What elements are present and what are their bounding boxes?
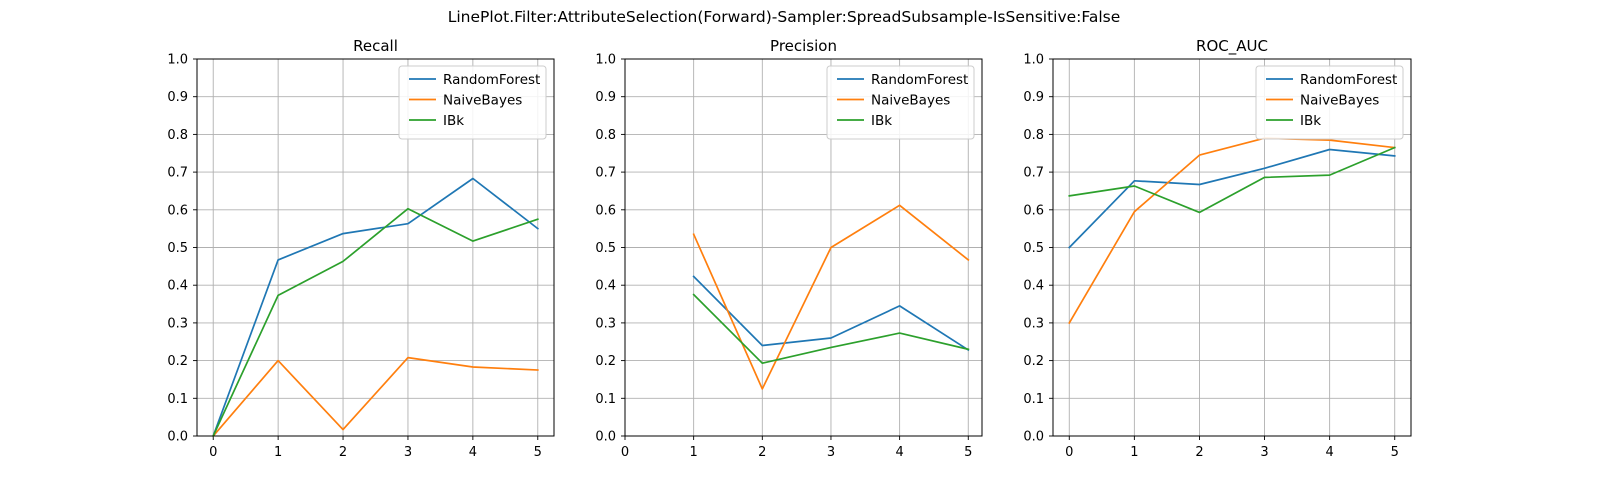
y-tick-label: 0.4 <box>167 279 188 294</box>
x-tick-label: 4 <box>895 445 903 460</box>
y-tick-label: 0.1 <box>167 392 188 407</box>
x-tick-label: 3 <box>404 445 412 460</box>
y-tick-label: 0.8 <box>595 128 616 143</box>
y-tick-label: 0.2 <box>167 354 188 369</box>
legend-label-randomforest: RandomForest <box>1300 72 1397 88</box>
y-tick-label: 0.4 <box>1023 279 1044 294</box>
y-tick-label: 0.7 <box>1023 166 1044 181</box>
y-tick-label: 1.0 <box>167 53 188 68</box>
figure-suptitle: LinePlot.Filter:AttributeSelection(Forwa… <box>448 8 1121 26</box>
chart-title: Recall <box>353 37 398 55</box>
y-tick-label: 0.8 <box>167 128 188 143</box>
x-tick-label: 2 <box>339 445 347 460</box>
legend: RandomForest NaiveBayes IBk <box>398 65 547 140</box>
legend-label-naivebayes: NaiveBayes <box>443 93 522 109</box>
legend-label-ibk: IBk <box>443 113 464 129</box>
x-tick-label: 2 <box>1195 445 1203 460</box>
y-tick-label: 1.0 <box>1023 53 1044 68</box>
series-line-naivebayes <box>212 356 539 438</box>
x-tick-label: 1 <box>274 445 282 460</box>
axes-frame <box>624 58 983 437</box>
x-tick-label: 3 <box>827 445 835 460</box>
y-tick-label: 0.5 <box>1023 241 1044 256</box>
x-tick-label: 0 <box>1065 445 1073 460</box>
x-tick-label: 5 <box>1391 445 1399 460</box>
series-line-ibk <box>212 207 539 438</box>
y-tick-label: 0.0 <box>1023 430 1044 445</box>
series-line-randomforest <box>692 275 970 352</box>
legend-label-ibk: IBk <box>871 113 892 129</box>
y-tick-label: 0.1 <box>1023 392 1044 407</box>
y-tick-label: 1.0 <box>595 53 616 68</box>
x-tick-label: 0 <box>209 445 217 460</box>
x-tick-label: 2 <box>758 445 766 460</box>
axes-frame <box>196 58 555 437</box>
legend-label-naivebayes: NaiveBayes <box>871 93 950 109</box>
legend-label-randomforest: RandomForest <box>443 72 540 88</box>
legend-label-randomforest: RandomForest <box>871 72 968 88</box>
chart-title: ROC_AUC <box>1196 37 1268 56</box>
chart-recall: Recall 0.0 0.1 0.2 0.3 0.4 0.5 0.6 0.7 0.8 0.9 1.0 0… <box>167 37 555 460</box>
legend-label-naivebayes: NaiveBayes <box>1300 93 1379 109</box>
y-tick-label: 0.3 <box>167 316 188 331</box>
x-tick-label: 3 <box>1260 445 1268 460</box>
series-line-naivebayes <box>1068 137 1396 325</box>
x-tick-label: 5 <box>964 445 972 460</box>
y-tick-label: 0.5 <box>167 241 188 256</box>
y-tick-label: 0.2 <box>1023 354 1044 369</box>
chart-roc-auc: ROC_AUC 0.0 0.1 0.2 0.3 0.4 0.5 0.6 0.7 0.8 0.9 1.0… <box>1023 37 1412 460</box>
y-tick-label: 0.3 <box>595 316 616 331</box>
chart-title: Precision <box>770 37 837 55</box>
legend-label-ibk: IBk <box>1300 113 1321 129</box>
x-tick-label: 4 <box>469 445 477 460</box>
y-tick-label: 0.6 <box>167 203 188 218</box>
y-tick-label: 0.9 <box>1023 90 1044 105</box>
x-tick-label: 1 <box>1130 445 1138 460</box>
series-line-naivebayes <box>692 204 970 390</box>
y-tick-label: 0.8 <box>1023 128 1044 143</box>
series-line-randomforest <box>212 177 539 438</box>
y-tick-label: 0.6 <box>1023 203 1044 218</box>
y-tick-label: 0.2 <box>595 354 616 369</box>
y-tick-label: 0.4 <box>595 279 616 294</box>
series-line-ibk <box>1068 146 1396 214</box>
y-tick-label: 0.6 <box>595 203 616 218</box>
y-tick-label: 0.0 <box>167 430 188 445</box>
y-tick-label: 0.0 <box>595 430 616 445</box>
series-line-randomforest <box>1068 148 1396 249</box>
legend: RandomForest NaiveBayes IBk <box>1255 65 1404 140</box>
x-tick-label: 0 <box>621 445 629 460</box>
charts-container: Recall 0.0 0.1 0.2 0.3 0.4 0.5 0.6 0.7 0.8 0.9 1.0 0… <box>167 37 1412 460</box>
axes-frame <box>1052 58 1412 437</box>
series-line-ibk <box>692 293 970 365</box>
y-tick-label: 0.5 <box>595 241 616 256</box>
x-tick-label: 4 <box>1325 445 1333 460</box>
x-tick-label: 5 <box>534 445 542 460</box>
y-tick-label: 0.3 <box>1023 316 1044 331</box>
y-tick-label: 0.7 <box>167 166 188 181</box>
y-tick-label: 0.9 <box>167 90 188 105</box>
y-tick-label: 0.9 <box>595 90 616 105</box>
chart-precision: Precision 0.0 0.1 0.2 0.3 0.4 0.5 0.6 0.7 0.8 0.9 1… <box>595 37 983 460</box>
x-tick-label: 1 <box>690 445 698 460</box>
y-tick-label: 0.1 <box>595 392 616 407</box>
y-tick-label: 0.7 <box>595 166 616 181</box>
legend: RandomForest NaiveBayes IBk <box>826 65 975 140</box>
